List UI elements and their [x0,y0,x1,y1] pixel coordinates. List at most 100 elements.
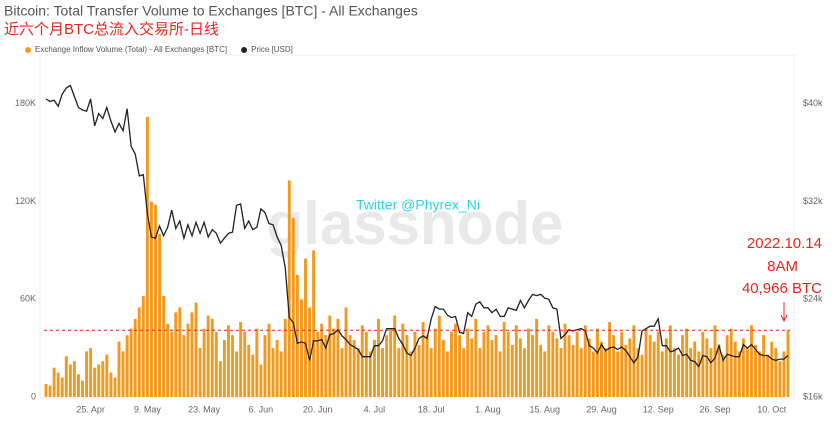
bar [393,315,397,397]
x-tick-label: 25. Apr [76,404,105,414]
bar [429,348,433,397]
bar [316,331,320,397]
bar [745,348,749,397]
bar [636,348,640,397]
bar [758,351,762,397]
bar [162,296,166,397]
bar [243,331,247,397]
x-tick-label: 18. Jul [418,404,445,414]
bar [352,340,356,397]
bar [291,217,295,397]
bar [295,274,299,397]
bar [409,351,413,397]
x-tick-label: 20. Jun [303,404,333,414]
bar [101,361,105,397]
bar [275,340,279,397]
x-tick-label: 12. Sep [643,404,674,414]
annotation: 40,966 BTC [742,280,822,297]
bar [340,348,344,397]
bar [125,335,129,397]
bar [458,335,462,397]
bar [660,351,664,397]
bar [721,354,725,397]
chart-title: Bitcoin: Total Transfer Volume to Exchan… [4,3,418,19]
bar [133,318,137,397]
bar [105,354,109,397]
bar [510,344,514,397]
y2-tick-label: $16k [803,391,823,401]
bar [259,364,263,397]
bar [604,348,607,397]
bar [64,356,68,397]
bar [648,335,652,397]
x-tick-label: 29. Aug [586,404,617,414]
bar [247,344,251,397]
bar [689,348,693,397]
bar [202,328,206,397]
bar [174,312,178,397]
bar [178,307,182,397]
bar [93,367,97,397]
bar [685,328,689,397]
bar [44,383,48,397]
bar [425,335,429,397]
legend-marker [25,47,31,53]
bar [251,354,255,397]
bar [68,364,72,397]
bar [587,338,591,397]
bar [145,116,149,397]
x-tick-label: 6. Jun [249,404,274,414]
bar [344,307,348,397]
bar [89,348,93,397]
bar [786,330,790,397]
bar [506,331,510,397]
annotation: 2022.10.14 [747,235,822,252]
bar [531,335,535,397]
bar [52,367,56,397]
bar [579,348,583,397]
bar [600,341,603,397]
bar [81,380,84,397]
bar [563,323,567,397]
bar [612,335,616,397]
bar [729,328,733,397]
bar [166,323,170,397]
bar [279,351,283,397]
bar [543,351,547,397]
bar [308,307,312,397]
bar [413,331,417,397]
bar [149,201,153,397]
bar [454,323,457,397]
bar [113,377,117,397]
bar [85,351,89,397]
y2-tick-label: $32k [803,196,823,206]
bar [616,351,620,397]
bar [368,351,372,397]
bar [450,331,453,397]
bar [320,323,324,397]
bar [668,325,672,397]
bar [494,335,498,397]
bar [591,351,595,397]
bar [332,328,336,397]
bar [575,331,579,397]
annotation: 8AM [767,258,798,275]
annotation-arrow [780,302,788,323]
bar [527,328,530,397]
bar [652,341,656,397]
bar [717,344,721,397]
bar [693,341,697,397]
bar [583,325,587,397]
bar [709,348,713,397]
bar [287,180,291,397]
bar [56,372,60,397]
bar [705,338,709,397]
bar [778,361,782,397]
bar [608,322,612,397]
x-tick-label: 26. Sep [699,404,730,414]
bar [117,341,121,397]
bar [624,344,628,397]
bar [486,325,490,397]
bar [567,335,571,397]
bar [474,318,478,397]
